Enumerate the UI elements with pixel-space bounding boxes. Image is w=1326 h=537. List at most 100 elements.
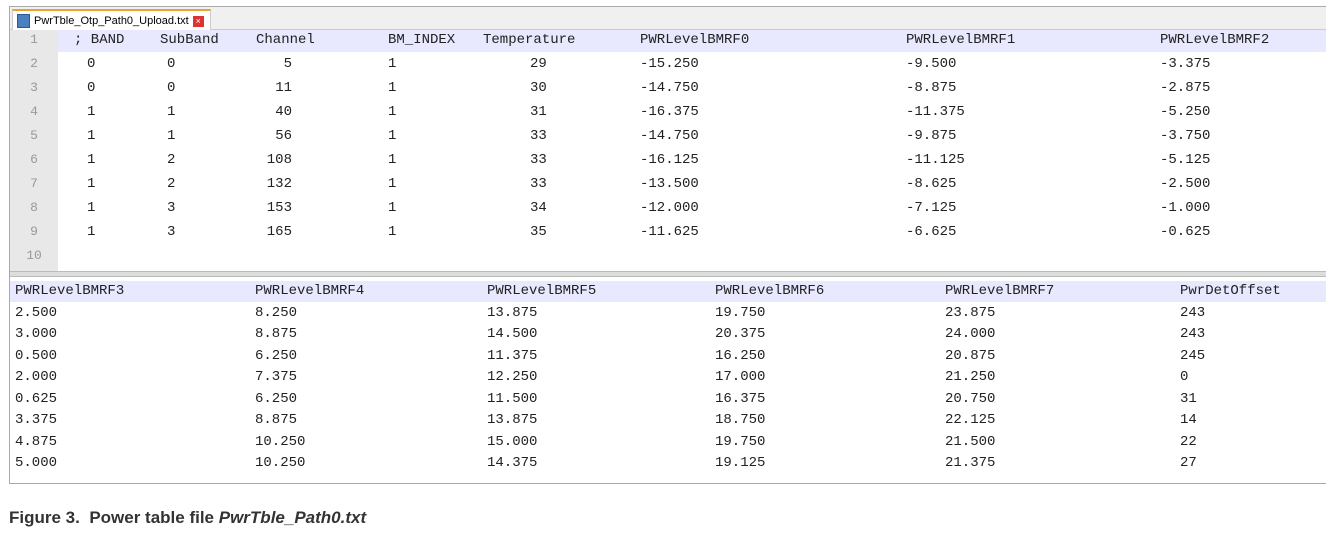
cell: 1 — [388, 104, 397, 120]
cell: -8.875 — [906, 80, 957, 96]
line-number: 9 — [30, 224, 38, 239]
cell: 27 — [1180, 455, 1197, 471]
caption-filename: PwrTble_Path0.txt — [218, 508, 367, 527]
cell: -3.750 — [1160, 128, 1211, 144]
cell: -11.625 — [640, 224, 699, 240]
cell: 1 — [87, 104, 96, 120]
cell: 11.500 — [487, 390, 538, 407]
cell: 0.625 — [15, 390, 58, 407]
line-number: 3 — [30, 80, 38, 95]
cell: 35 — [530, 224, 547, 240]
cell: 33 — [530, 152, 547, 168]
cell: 8.875 — [255, 412, 298, 428]
cell: -6.625 — [906, 224, 957, 240]
cell: 1 — [167, 104, 176, 120]
cell: 22 — [1180, 433, 1197, 450]
cell: 165 — [266, 224, 292, 240]
cell: 3 — [167, 200, 176, 216]
line-number: 1 — [30, 32, 38, 47]
column-header: SubBand — [160, 32, 219, 48]
cell: 56 — [275, 128, 292, 144]
cell: -0.625 — [1160, 224, 1211, 240]
cell: 10.250 — [255, 433, 306, 450]
cell: -14.750 — [640, 128, 699, 144]
cell: 5 — [283, 56, 292, 72]
cell: 20.375 — [715, 326, 766, 342]
cell: 1 — [87, 152, 96, 168]
cell: -12.000 — [640, 200, 699, 216]
line-number: 5 — [30, 128, 38, 143]
cell: 1 — [388, 128, 397, 144]
cell: 3 — [167, 224, 176, 240]
cell: 3.000 — [15, 326, 58, 342]
cell: 132 — [266, 176, 292, 192]
cell: 8.250 — [255, 304, 298, 321]
cell: 1 — [388, 200, 397, 216]
line-number: 6 — [30, 152, 38, 167]
cell: 2.000 — [15, 369, 58, 385]
cell: 8.875 — [255, 326, 298, 342]
caption-text: Power table file — [89, 508, 215, 527]
column-header: PWRLevelBMRF7 — [945, 283, 1055, 299]
cell: 15.000 — [487, 433, 538, 450]
cell: 1 — [167, 128, 176, 144]
cell: -9.500 — [906, 56, 957, 72]
current-line — [10, 281, 1326, 302]
cell: -16.125 — [640, 152, 699, 168]
file-tab[interactable]: PwrTble_Otp_Path0_Upload.txt × — [12, 9, 211, 31]
cell: 1 — [388, 80, 397, 96]
cell: 1 — [388, 176, 397, 192]
cell: -2.500 — [1160, 176, 1211, 192]
gutter — [10, 30, 58, 271]
cell: 0 — [1180, 369, 1189, 385]
cell: 13.875 — [487, 304, 538, 321]
column-header: BM_INDEX — [388, 32, 456, 48]
cell: 1 — [87, 224, 96, 240]
cell: -5.125 — [1160, 152, 1211, 168]
line-number: 2 — [30, 56, 38, 71]
cell: 5.000 — [15, 455, 58, 471]
line-number: 8 — [30, 200, 38, 215]
cell: 153 — [266, 200, 292, 216]
cell: -11.125 — [906, 152, 965, 168]
column-header: PWRLevelBMRF2 — [1160, 32, 1270, 48]
cell: 40 — [275, 104, 292, 120]
column-header: PWRLevelBMRF0 — [640, 32, 750, 48]
column-header: Temperature — [483, 32, 576, 48]
cell: 0.500 — [15, 347, 58, 364]
cell: -15.250 — [640, 56, 699, 72]
cell: -1.000 — [1160, 200, 1211, 216]
cell: 7.375 — [255, 369, 298, 385]
cell: 29 — [530, 56, 547, 72]
cell: 0 — [167, 56, 176, 72]
cell: 16.375 — [715, 390, 766, 407]
column-header: PWRLevelBMRF5 — [487, 283, 597, 299]
cell: 0 — [167, 80, 176, 96]
cell: 19.750 — [715, 304, 766, 321]
cell: 4.875 — [15, 433, 58, 450]
column-header: PWRLevelBMRF6 — [715, 283, 825, 299]
cell: 2 — [167, 176, 176, 192]
cell: 1 — [388, 152, 397, 168]
column-header: Channel — [256, 32, 315, 48]
cell: 2.500 — [15, 304, 58, 321]
close-button[interactable]: × — [192, 15, 204, 27]
cell: 21.500 — [945, 433, 996, 450]
cell: -7.125 — [906, 200, 957, 216]
caption: Figure 3. Power table file PwrTble_Path0… — [9, 508, 366, 528]
cell: 1 — [388, 224, 397, 240]
caption-label: Figure 3. — [9, 508, 80, 527]
cell: 20.750 — [945, 390, 996, 407]
cell: 19.125 — [715, 455, 766, 471]
cell: 14.500 — [487, 326, 538, 342]
split-divider — [10, 271, 1326, 277]
cell: 6.250 — [255, 347, 298, 364]
column-header: PwrDetOffset — [1180, 283, 1281, 299]
cell: 13.875 — [487, 412, 538, 428]
tab-bar — [10, 7, 1326, 30]
cell: -8.625 — [906, 176, 957, 192]
cell: 21.250 — [945, 369, 996, 385]
cell: 17.000 — [715, 369, 766, 385]
tab-title: PwrTble_Otp_Path0_Upload.txt — [34, 15, 189, 27]
